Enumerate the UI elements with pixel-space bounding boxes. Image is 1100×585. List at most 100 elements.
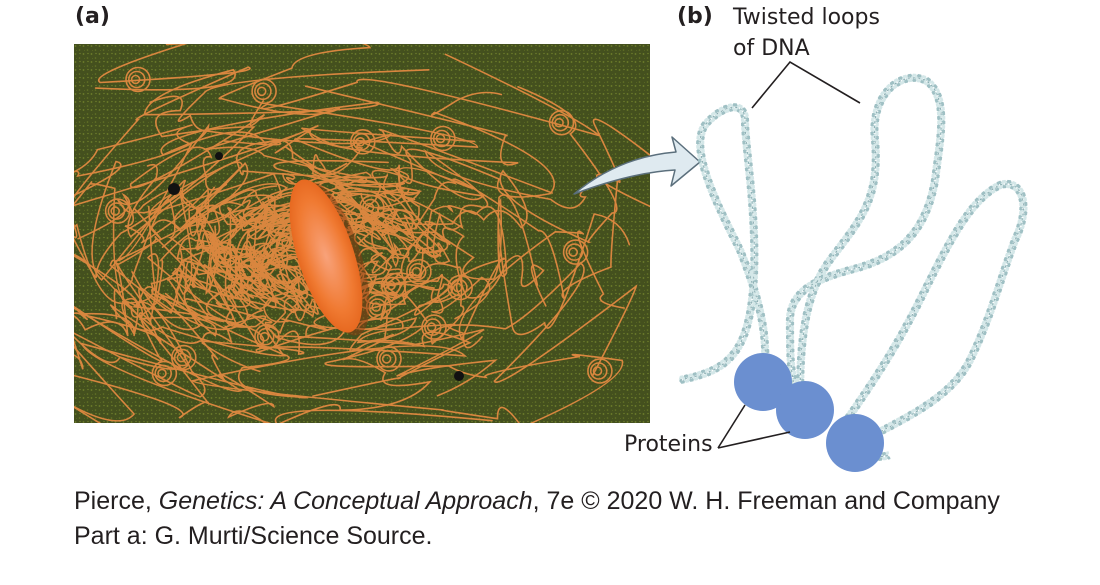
dna-coil <box>430 125 456 152</box>
dna-coil <box>352 133 371 151</box>
dna-coil <box>259 331 270 342</box>
dna-fiber <box>358 197 631 336</box>
dark-spot <box>215 152 223 160</box>
dna-fiber <box>74 124 305 262</box>
dna-helix-axis <box>679 106 766 383</box>
dna-fiber <box>274 85 519 230</box>
dna-fiber <box>350 192 451 256</box>
dna-fiber <box>357 118 650 301</box>
of-dna-label: of DNA <box>733 36 810 61</box>
dna-coil <box>130 74 141 85</box>
proteins-label: Proteins <box>624 432 713 457</box>
dna-coil <box>212 242 238 268</box>
dna-fiber <box>161 204 300 283</box>
dna-coil <box>355 137 366 147</box>
leader-lines <box>717 60 861 449</box>
dna-fiber <box>74 248 301 370</box>
dna-coil <box>157 368 167 379</box>
citation-line: Pierce, Genetics: A Conceptual Approach,… <box>74 484 1034 519</box>
dna-coil <box>381 354 392 364</box>
dna-coil <box>125 66 151 93</box>
dna-fiber <box>80 288 319 423</box>
dna-coil <box>447 274 473 301</box>
dark-spot <box>454 371 464 381</box>
dna-coil <box>364 202 375 213</box>
citation-rest: , 7e © 2020 W. H. Freeman and Company <box>532 487 1000 515</box>
dna-coil <box>568 247 579 257</box>
dna-coil <box>383 276 402 295</box>
dna-coil <box>171 344 197 371</box>
dna-coil <box>551 113 570 132</box>
dna-coil <box>450 278 468 297</box>
dna-helix-strand <box>785 73 946 412</box>
dna-coil <box>217 250 228 260</box>
dna-fiber <box>347 191 443 259</box>
dna-fiber <box>74 263 308 337</box>
book-title: Genetics: A Conceptual Approach <box>158 487 533 515</box>
bacterium-cell <box>289 179 370 336</box>
dna-loop-diagram: Twisted loops of DNA Proteins <box>573 5 1028 472</box>
dna-fiber <box>343 212 462 264</box>
dna-coil <box>408 262 427 281</box>
dna-coil <box>104 198 131 224</box>
dna-coil <box>151 360 178 387</box>
dna-coil <box>361 198 380 217</box>
dna-coil <box>173 348 192 367</box>
dna-coil <box>359 194 385 221</box>
dna-coil <box>435 133 446 144</box>
dna-coil <box>256 327 275 346</box>
dna-coil <box>176 352 187 363</box>
dna-helix-strand <box>785 73 946 412</box>
dna-fiber <box>260 53 600 230</box>
citation-author: Pierce, <box>74 487 152 515</box>
dna-helix-loops <box>678 73 1028 461</box>
dna-fiber <box>274 284 493 423</box>
panel-label-b: (b) <box>677 4 713 29</box>
dna-coil <box>562 239 589 265</box>
dna-coil <box>423 318 442 336</box>
dna-fiber <box>164 235 304 322</box>
bacterium-micrograph <box>74 44 650 423</box>
dna-fiber <box>356 227 547 307</box>
dna-coil <box>587 358 613 384</box>
dna-coil <box>349 129 376 155</box>
dna-coil <box>406 258 432 285</box>
dna-coil <box>256 86 267 97</box>
dna-coil <box>432 129 451 148</box>
twisted-loops-label: Twisted loops <box>732 5 880 30</box>
dna-coil <box>254 323 280 350</box>
dna-coil <box>376 346 402 372</box>
dna-helix-axis <box>789 77 942 411</box>
dna-coil <box>154 364 172 383</box>
dna-coil <box>592 366 603 376</box>
dna-helix-axis <box>839 183 1024 458</box>
dna-fiber <box>74 190 311 295</box>
dna-coil <box>589 362 608 380</box>
dna-coil <box>421 314 447 340</box>
dna-coil <box>380 272 407 299</box>
dna-coil <box>411 266 422 277</box>
protein-sphere <box>776 381 834 439</box>
protein-sphere <box>734 353 792 411</box>
dna-fiber <box>74 160 301 282</box>
dna-coil <box>452 282 463 293</box>
dna-coil <box>254 82 272 101</box>
dna-fiber <box>174 212 303 282</box>
protein-sphere <box>826 414 884 472</box>
curved-arrow-icon <box>573 136 701 195</box>
dark-spot <box>168 183 180 195</box>
dna-coil <box>554 117 564 128</box>
dna-helix-strand <box>678 103 770 384</box>
dna-fiber <box>151 283 319 423</box>
panel-label-a: (a) <box>75 4 110 29</box>
figure-caption: Pierce, Genetics: A Conceptual Approach,… <box>74 484 1034 554</box>
dna-coil <box>110 206 121 216</box>
dna-fiber <box>324 290 624 423</box>
dna-fiber <box>343 91 556 232</box>
dna-fiber <box>129 100 308 234</box>
dna-coil <box>378 350 397 368</box>
dna-coil <box>426 322 437 332</box>
dna-coil <box>371 302 382 312</box>
photo-credit: Part a: G. Murti/Science Source. <box>74 522 433 550</box>
dna-coil <box>127 70 146 89</box>
